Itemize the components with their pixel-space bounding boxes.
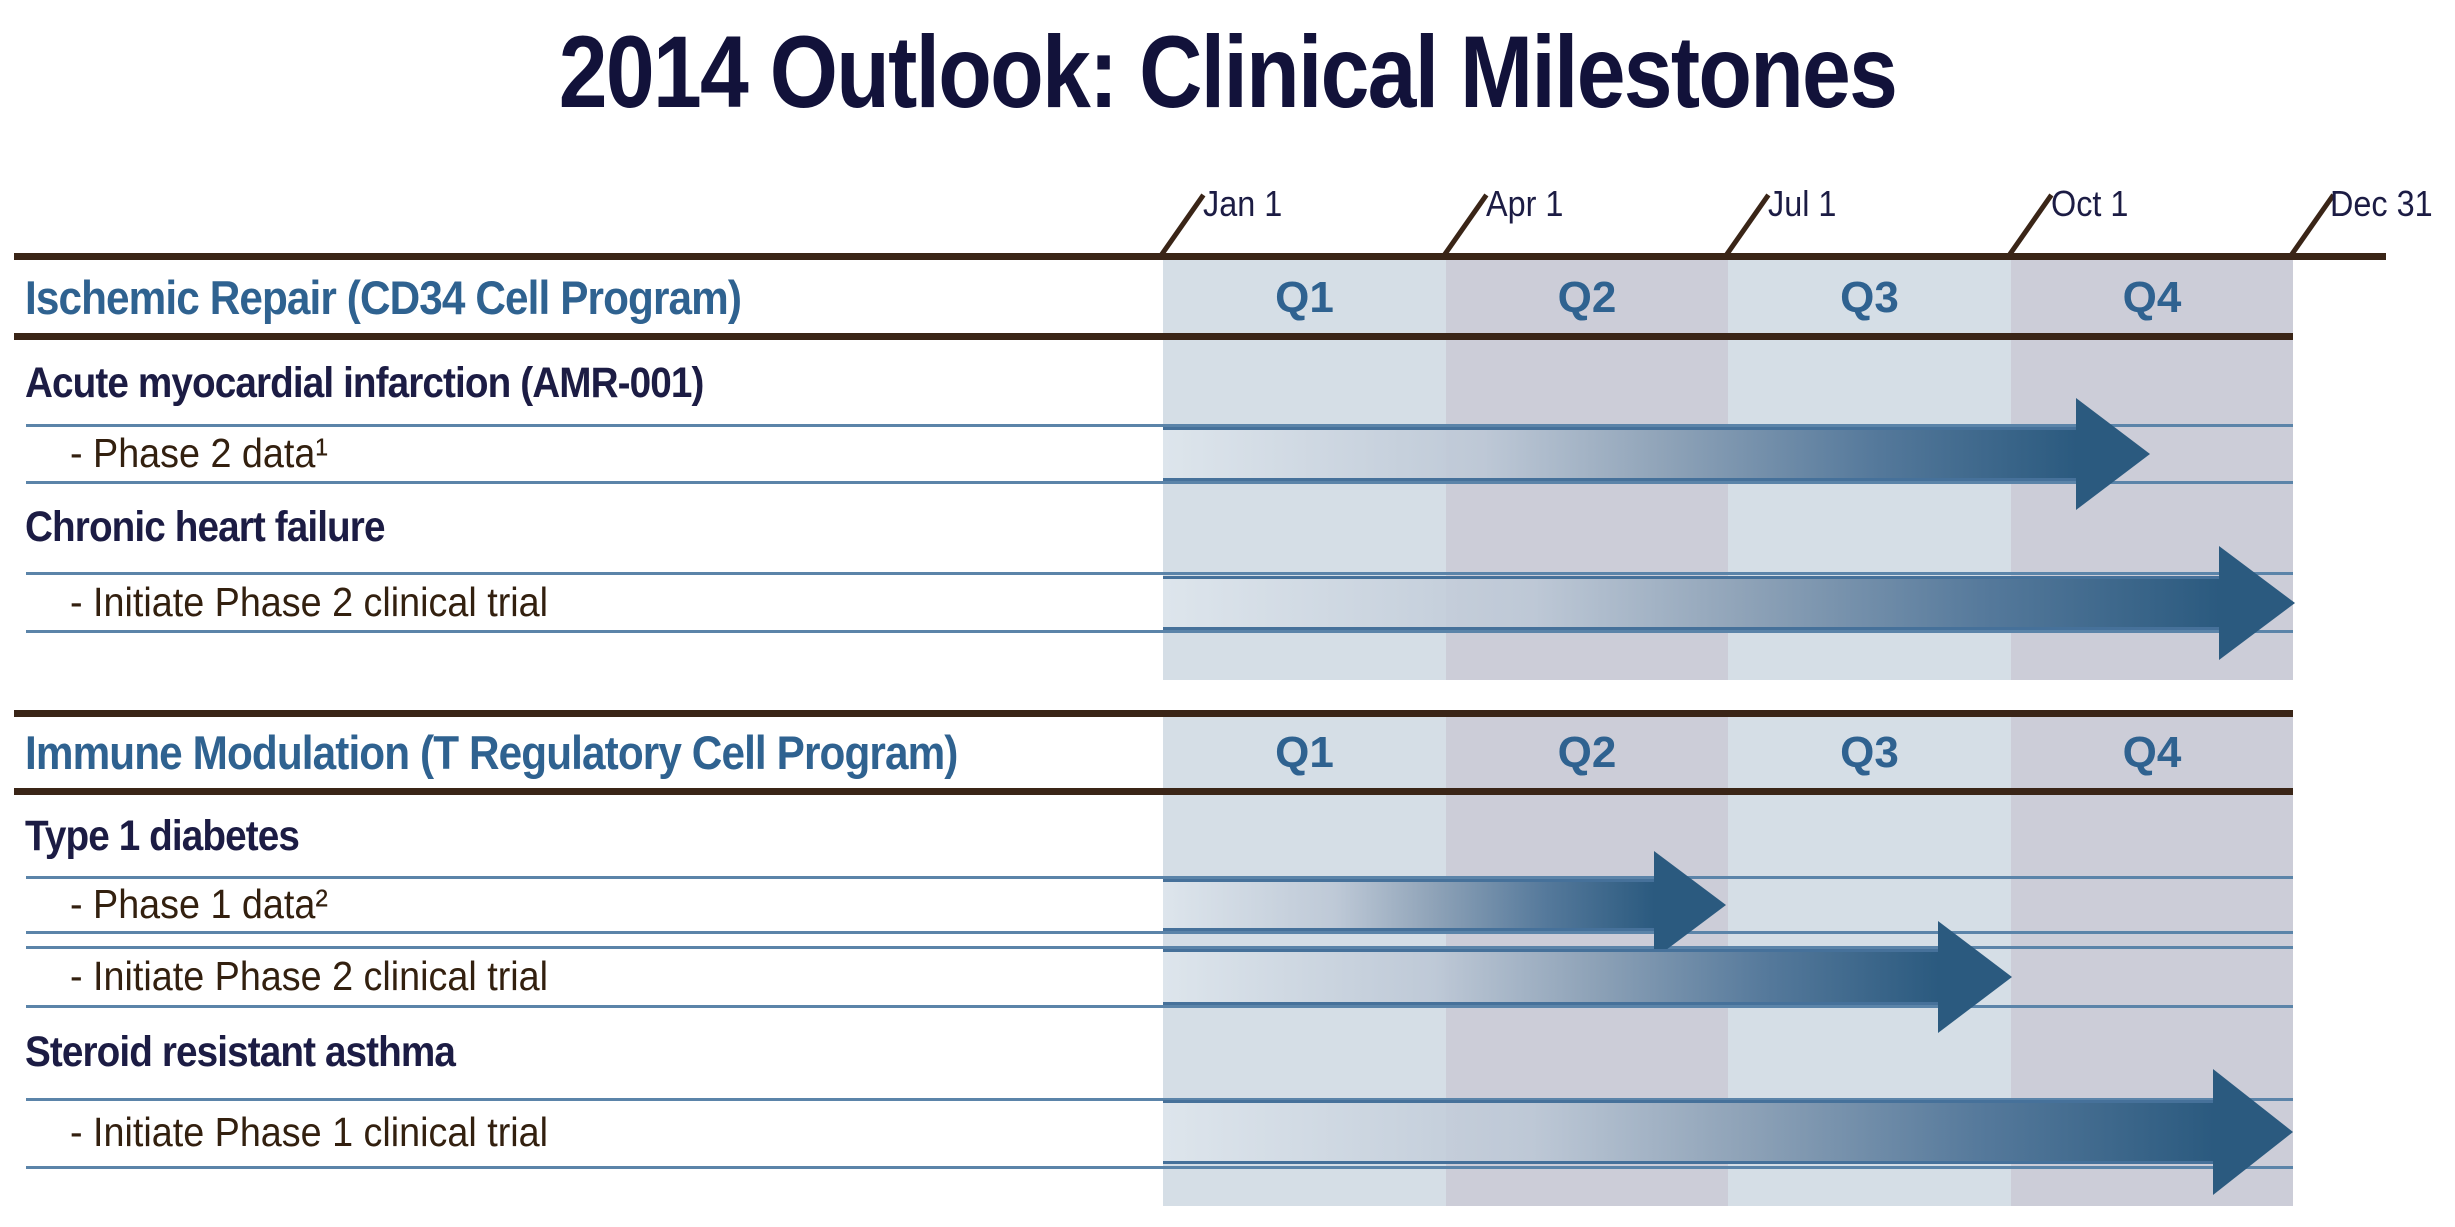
axis-tick-icon (2006, 193, 2054, 257)
category-label: Steroid resistant asthma (25, 1028, 456, 1076)
milestone-arrow (1163, 851, 1726, 959)
page-title: 2014 Outlook: Clinical Milestones (558, 15, 1898, 129)
arrowhead-icon (2076, 398, 2150, 510)
arrowhead-icon (2213, 1069, 2293, 1195)
section-rule (14, 333, 2293, 340)
milestone-arrow (1163, 398, 2150, 510)
quarter-label: Q1 (1275, 728, 1334, 777)
row-divider (26, 1098, 2293, 1101)
quarter-label: Q4 (2122, 728, 2182, 777)
row-divider (26, 424, 2293, 427)
arrow-body (1163, 949, 1938, 1005)
date-label: Jul 1 (1768, 183, 1837, 224)
section-rule (14, 253, 2386, 260)
milestone-label: - Initiate Phase 2 clinical trial (70, 953, 549, 999)
date-label: Dec 31 (2330, 183, 2433, 224)
row-divider (26, 876, 2293, 879)
quarter-label: Q3 (1840, 728, 1899, 777)
milestone-label: - Initiate Phase 1 clinical trial (70, 1109, 549, 1155)
section-rule (14, 710, 2293, 717)
milestone-label: - Phase 2 data¹ (70, 430, 328, 476)
arrow-body (1163, 576, 2219, 630)
category-label: Acute myocardial infarction (AMR-001) (25, 359, 704, 407)
row-divider (26, 630, 2293, 633)
arrow-body (1163, 879, 1654, 931)
row-divider (26, 572, 2293, 575)
row-divider (26, 931, 2293, 934)
quarter-label: Q3 (1840, 273, 1899, 322)
section-title: Ischemic Repair (CD34 Cell Program) (25, 271, 742, 324)
quarter-label: Q4 (2122, 273, 2182, 322)
milestone-arrow (1163, 1069, 2293, 1195)
date-label: Oct 1 (2051, 183, 2129, 224)
axis-tick-icon (2288, 193, 2336, 257)
arrowhead-icon (1938, 921, 2012, 1033)
arrow-body (1163, 427, 2076, 481)
axis-tick-icon (1441, 193, 1489, 257)
row-divider (26, 1166, 2293, 1169)
date-label: Jan 1 (1203, 183, 1283, 224)
quarter-label: Q2 (1557, 273, 1617, 322)
axis-tick-icon (1158, 193, 1206, 257)
milestone-label: - Phase 1 data² (70, 881, 328, 927)
arrowhead-icon (2219, 546, 2295, 660)
row-divider (26, 481, 2293, 484)
milestone-arrow (1163, 546, 2295, 660)
section-rule (14, 788, 2293, 795)
category-label: Chronic heart failure (25, 503, 385, 551)
milestone-label: - Initiate Phase 2 clinical trial (70, 579, 549, 625)
row-divider (26, 946, 2293, 949)
arrow-body (1163, 1100, 2213, 1164)
quarter-label: Q2 (1557, 728, 1617, 777)
section-title: Immune Modulation (T Regulatory Cell Pro… (25, 726, 958, 779)
milestone-arrow (1163, 921, 2012, 1033)
date-label: Apr 1 (1486, 183, 1564, 224)
quarter-label: Q1 (1275, 273, 1334, 322)
axis-tick-icon (1723, 193, 1771, 257)
row-divider (26, 1005, 2293, 1008)
category-label: Type 1 diabetes (25, 812, 300, 860)
